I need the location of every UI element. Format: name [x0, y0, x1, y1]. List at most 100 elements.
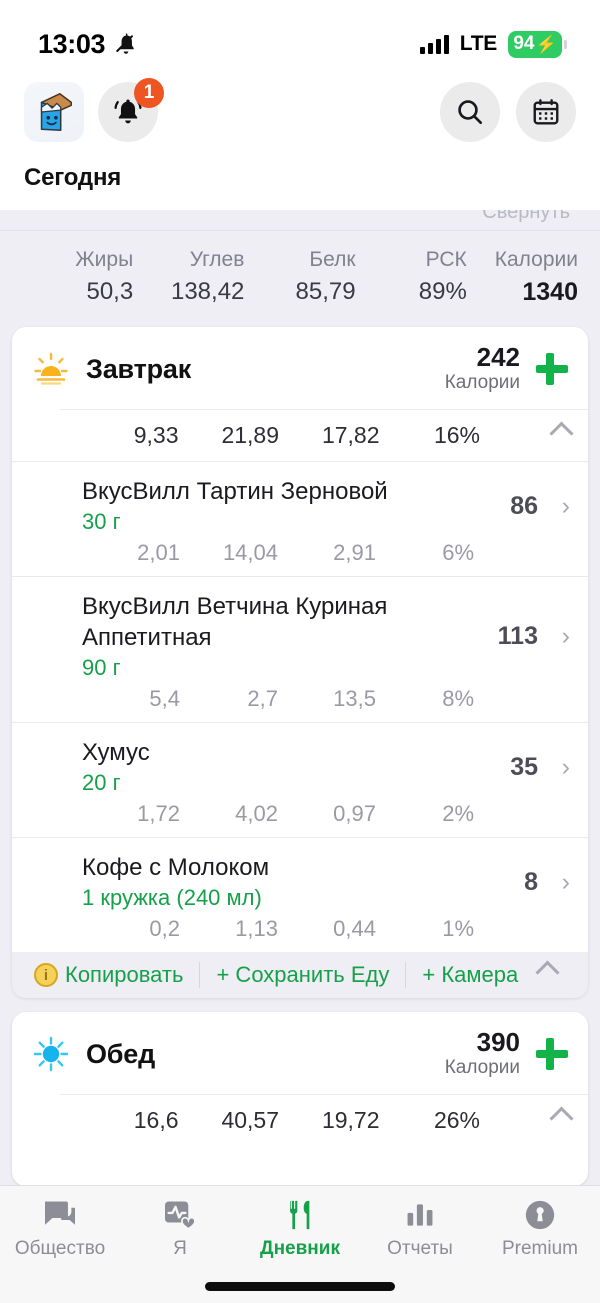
meal-macro-rdi: 16% — [433, 422, 480, 448]
bottom-navigation: Общество Я Дневник — [0, 1185, 600, 1303]
food-item-row[interactable]: ВкусВилл Ветчина Куриная Аппетитная 90 г… — [12, 576, 588, 722]
bar-chart-icon — [403, 1198, 437, 1232]
camera-button[interactable]: + Камера — [406, 962, 534, 988]
summary-label: Углев — [189, 248, 245, 271]
food-macro-protein: 13,5 — [333, 686, 376, 711]
food-item-row[interactable]: Хумус 20 г 35 › 1,72 4,02 0,97 2% — [12, 722, 588, 837]
meal-macro-row-lunch[interactable]: 16,6 40,57 19,72 26% — [60, 1094, 588, 1146]
meal-macro-row-breakfast[interactable]: 9,33 21,89 17,82 16% — [60, 409, 588, 461]
food-macro-carbs: 2,7 — [247, 686, 278, 711]
food-item-top: ВкусВилл Тартин Зерновой 30 г 86 › — [82, 476, 570, 536]
summary-value: 85,79 — [295, 278, 356, 305]
meal-calories: 242 Калории — [445, 343, 520, 395]
food-macro-fat: 1,72 — [137, 801, 180, 826]
meal-macro-rdi: 26% — [433, 1107, 480, 1133]
chevron-right-icon[interactable]: › — [561, 491, 570, 520]
meal-macro-carbs: 21,89 — [221, 422, 279, 448]
meal-actions-collapse-toggle[interactable] — [535, 960, 570, 986]
search-button[interactable] — [440, 82, 500, 142]
bell-slash-icon — [113, 31, 139, 57]
food-item-serving: 30 г — [82, 509, 121, 534]
collapse-hint-label: Свернуть — [482, 210, 570, 223]
food-item-top: Кофе с Молоком 1 кружка (240 мл) 8 › — [82, 852, 570, 912]
meal-card-breakfast: Завтрак 242 Калории 9,33 21,89 17,82 16%… — [12, 327, 588, 998]
chevron-right-icon[interactable]: › — [561, 752, 570, 781]
calendar-icon — [531, 97, 561, 127]
nav-item-community[interactable]: Общество — [0, 1198, 120, 1260]
nav-item-premium[interactable]: Premium — [480, 1198, 600, 1260]
sunrise-icon — [30, 348, 72, 390]
chat-bubbles-icon — [42, 1198, 78, 1232]
meal-macro-fat: 9,33 — [133, 422, 179, 448]
add-food-button-lunch[interactable] — [534, 1036, 570, 1072]
food-item-macros: 1,72 4,02 0,97 2% — [82, 801, 570, 827]
meal-header[interactable]: Завтрак 242 Калории — [12, 327, 588, 409]
nav-label: Я — [173, 1238, 187, 1259]
food-item-calories: 8 — [524, 867, 538, 896]
meal-collapse-toggle[interactable] — [480, 1105, 574, 1132]
food-macro-carbs: 14,04 — [222, 540, 278, 565]
food-item-row[interactable]: Кофе с Молоком 1 кружка (240 мл) 8 › 0,2… — [12, 837, 588, 952]
fork-knife-icon — [283, 1198, 317, 1232]
meal-header[interactable]: Обед 390 Калории — [12, 1012, 588, 1094]
page-title: Сегодня — [0, 142, 600, 210]
food-macro-rdi: 2% — [442, 801, 474, 826]
food-item-serving: 20 г — [82, 770, 121, 795]
meal-actions-breakfast: i Копировать + Сохранить Еду + Камера — [12, 952, 588, 998]
nav-item-me[interactable]: Я — [120, 1198, 240, 1260]
summary-col-fat: Жиры 50,3 — [22, 245, 133, 309]
copy-meal-button[interactable]: i Копировать — [30, 962, 201, 988]
diary-scroll-area[interactable]: Свернуть Жиры 50,3 Углев 138,42 Белк 85,… — [0, 210, 600, 1186]
food-item-name: Хумус — [82, 739, 150, 766]
nav-label: Premium — [501, 1238, 578, 1259]
chevron-right-icon[interactable]: › — [561, 867, 570, 896]
summary-value: 50,3 — [86, 278, 134, 305]
food-item-row[interactable]: ВкусВилл Тартин Зерновой 30 г 86 › 2,01 … — [12, 461, 588, 576]
status-bar: 13:03 LTE 94 ⚡ — [0, 0, 600, 72]
chevron-up-icon — [535, 960, 560, 985]
lightning-bolt-icon: ⚡ — [535, 34, 557, 54]
food-item-calories: 86 — [510, 491, 538, 520]
add-food-button-breakfast[interactable] — [534, 351, 570, 387]
food-item-serving: 1 кружка (240 мл) — [82, 885, 262, 910]
network-type: LTE — [459, 32, 498, 55]
notifications-button[interactable]: 1 — [98, 78, 164, 142]
food-item-name: ВкусВилл Тартин Зерновой — [82, 478, 388, 505]
food-item-macros: 2,01 14,04 2,91 6% — [82, 540, 570, 566]
save-meal-label: + Сохранить Еду — [216, 962, 390, 987]
nav-label: Общество — [14, 1238, 106, 1259]
summary-value: 1340 — [522, 278, 578, 306]
food-macro-fat: 5,4 — [149, 686, 180, 711]
meal-title: Обед — [86, 1038, 156, 1069]
collapse-hint-row[interactable]: Свернуть — [0, 210, 600, 230]
search-icon — [454, 96, 486, 128]
chevron-right-icon[interactable]: › — [561, 622, 570, 650]
food-item-macros: 5,4 2,7 13,5 8% — [82, 686, 570, 712]
calendar-button[interactable] — [516, 82, 576, 142]
app-bar-right — [440, 82, 576, 142]
nav-item-reports[interactable]: Отчеты — [360, 1198, 480, 1260]
food-macro-rdi: 8% — [442, 686, 474, 711]
meal-collapse-toggle[interactable] — [480, 420, 574, 447]
nav-item-diary[interactable]: Дневник — [240, 1198, 360, 1260]
status-bar-left: 13:03 — [38, 29, 139, 60]
notifications-badge: 1 — [134, 78, 164, 108]
home-indicator — [205, 1282, 395, 1291]
meal-calories-label: Калории — [444, 372, 520, 393]
food-macro-rdi: 1% — [442, 916, 474, 941]
meal-calories-value: 242 — [476, 342, 520, 372]
summary-value: 89% — [418, 278, 467, 305]
summary-col-rdi: РСК 89% — [356, 245, 467, 309]
meal-calories-value: 390 — [476, 1027, 520, 1057]
food-macro-protein: 0,44 — [333, 916, 376, 941]
meal-card-lunch: Обед 390 Калории 16,6 40,57 19,72 26% — [12, 1012, 588, 1186]
food-item-info: ВкусВилл Тартин Зерновой 30 г — [82, 476, 468, 536]
food-item-info: ВкусВилл Ветчина Куриная Аппетитная 90 г — [82, 591, 468, 682]
meal-calories: 390 Калории — [445, 1028, 520, 1080]
app-bar-left: 1 — [24, 78, 164, 142]
chocolate-bar-avatar[interactable] — [24, 82, 84, 142]
save-meal-button[interactable]: + Сохранить Еду — [200, 962, 407, 988]
premium-coin-icon: i — [34, 963, 58, 987]
copy-meal-label: Копировать — [65, 962, 184, 987]
